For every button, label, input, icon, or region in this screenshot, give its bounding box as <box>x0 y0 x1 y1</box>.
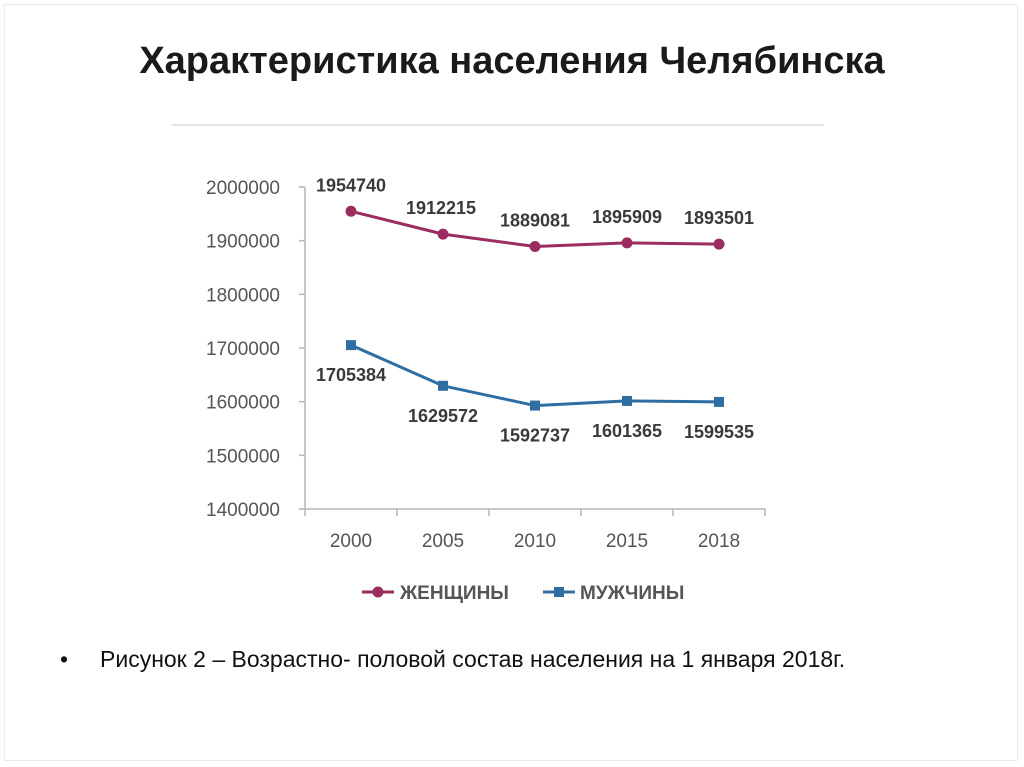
y-tick-label: 1600000 <box>206 393 280 414</box>
x-tick-label: 2010 <box>514 531 556 552</box>
y-tick-label: 1400000 <box>206 500 280 521</box>
legend-marker <box>372 586 384 598</box>
data-point-marker <box>713 238 725 250</box>
data-point-marker <box>621 237 633 249</box>
x-tick-label: 2018 <box>698 531 740 552</box>
chart-legend: ЖЕНЩИНЫ МУЖЧИНЫ <box>362 583 684 604</box>
slide-title: Характеристика населения Челябинска <box>139 40 885 82</box>
y-tick-label: 1500000 <box>206 446 280 467</box>
title-divider <box>172 124 824 126</box>
data-point-marker <box>714 396 724 407</box>
y-tick-label: 1800000 <box>206 285 280 306</box>
data-label: 1705384 <box>316 365 386 385</box>
x-tick-label: 2015 <box>606 531 648 552</box>
y-tick-label: 1900000 <box>206 232 280 253</box>
legend-label: МУЖЧИНЫ <box>580 583 684 604</box>
data-point-marker <box>346 340 356 351</box>
figure-caption: • Рисунок 2 – Возрастно- половой состав … <box>60 646 1000 673</box>
data-point-marker <box>530 400 540 411</box>
data-label: 1912215 <box>406 198 476 218</box>
chart-axes: 1400000 1500000 1600000 1700000 1800000 19000… <box>206 178 766 552</box>
chart-series: 1954740 1912215 1889081 1895909 1893501 17053… <box>316 175 754 445</box>
x-tick-label: 2005 <box>422 531 464 552</box>
data-point-marker <box>438 380 448 391</box>
bullet-icon: • <box>60 646 69 672</box>
data-point-marker <box>529 241 541 253</box>
data-label: 1954740 <box>316 175 386 195</box>
series-line <box>350 343 720 408</box>
data-point-marker <box>437 228 449 240</box>
caption-text: Рисунок 2 – Возрастно- половой состав на… <box>100 646 846 672</box>
data-label: 1599535 <box>684 422 754 442</box>
y-tick-label: 1700000 <box>206 339 280 360</box>
data-label: 1592737 <box>500 426 570 446</box>
data-label: 1889081 <box>500 211 570 231</box>
data-label: 1601365 <box>592 421 662 441</box>
data-label: 1893501 <box>684 208 754 228</box>
legend-label: ЖЕНЩИНЫ <box>399 583 509 604</box>
x-tick-label: 2000 <box>330 531 372 552</box>
data-point-marker <box>345 205 357 217</box>
data-label: 1895909 <box>592 207 662 227</box>
legend-marker <box>554 587 564 597</box>
data-label: 1629572 <box>408 406 478 426</box>
y-tick-label: 2000000 <box>206 178 280 199</box>
data-point-marker <box>622 395 632 406</box>
slide-frame <box>4 4 1018 761</box>
